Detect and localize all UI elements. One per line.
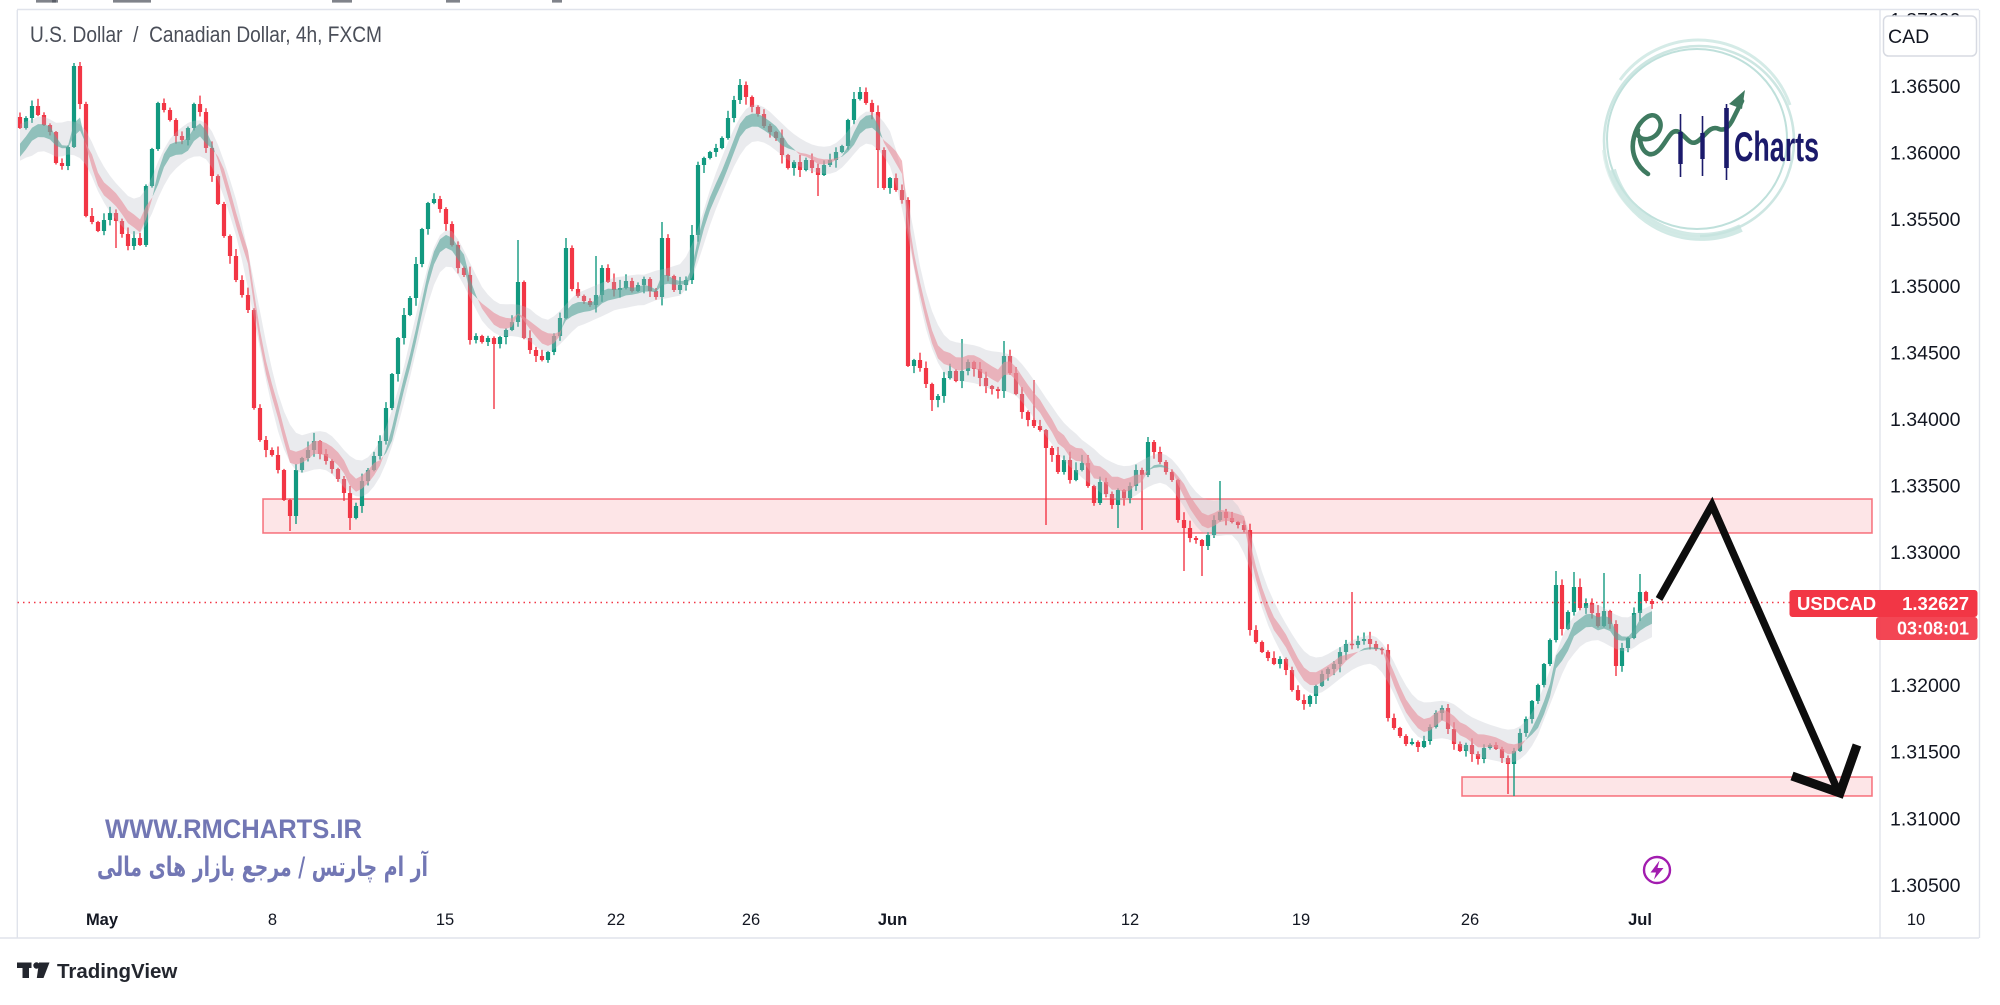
svg-text:Jul: Jul	[1628, 911, 1652, 929]
svg-text:03:08:01: 03:08:01	[1897, 619, 1969, 639]
svg-text:1.32000: 1.32000	[1890, 675, 1961, 697]
svg-text:1.34500: 1.34500	[1890, 342, 1961, 364]
svg-text:آر ام چارتس / مرجع بازار های م: آر ام چارتس / مرجع بازار های مالی	[97, 850, 429, 883]
svg-text:1.36500: 1.36500	[1890, 76, 1961, 98]
svg-text:15: 15	[436, 911, 454, 929]
svg-text:1.33500: 1.33500	[1890, 476, 1961, 498]
svg-text:1.35000: 1.35000	[1890, 276, 1961, 298]
svg-text:10: 10	[1907, 911, 1925, 929]
svg-text:Charts: Charts	[1734, 123, 1819, 170]
svg-text:CAD: CAD	[1888, 26, 1929, 48]
svg-text:1.36000: 1.36000	[1890, 143, 1961, 165]
svg-text:1.34000: 1.34000	[1890, 409, 1961, 431]
svg-text:19: 19	[1292, 911, 1310, 929]
svg-text:8: 8	[268, 911, 277, 929]
svg-text:U.S. Dollar / Canadian Dolla: U.S. Dollar / Canadian Dollar, 4h, FXCM	[30, 22, 382, 47]
svg-text:1.30500: 1.30500	[1890, 875, 1961, 897]
svg-text:TradingView: TradingView	[57, 960, 177, 983]
svg-text:1.35500: 1.35500	[1890, 209, 1961, 231]
svg-text:22: 22	[607, 911, 625, 929]
svg-text:USDCAD: USDCAD	[1797, 593, 1876, 614]
svg-text:1.32627: 1.32627	[1902, 593, 1969, 614]
svg-text:Jun: Jun	[878, 911, 907, 929]
svg-text:WWW.RMCHARTS.IR: WWW.RMCHARTS.IR	[105, 814, 362, 844]
svg-text:12: 12	[1121, 911, 1139, 929]
svg-text:26: 26	[1461, 911, 1479, 929]
svg-text:May: May	[86, 911, 119, 929]
svg-text:1.33000: 1.33000	[1890, 542, 1961, 564]
svg-text:1.31500: 1.31500	[1890, 742, 1961, 764]
svg-text:1.31000: 1.31000	[1890, 808, 1961, 830]
svg-text:26: 26	[742, 911, 760, 929]
